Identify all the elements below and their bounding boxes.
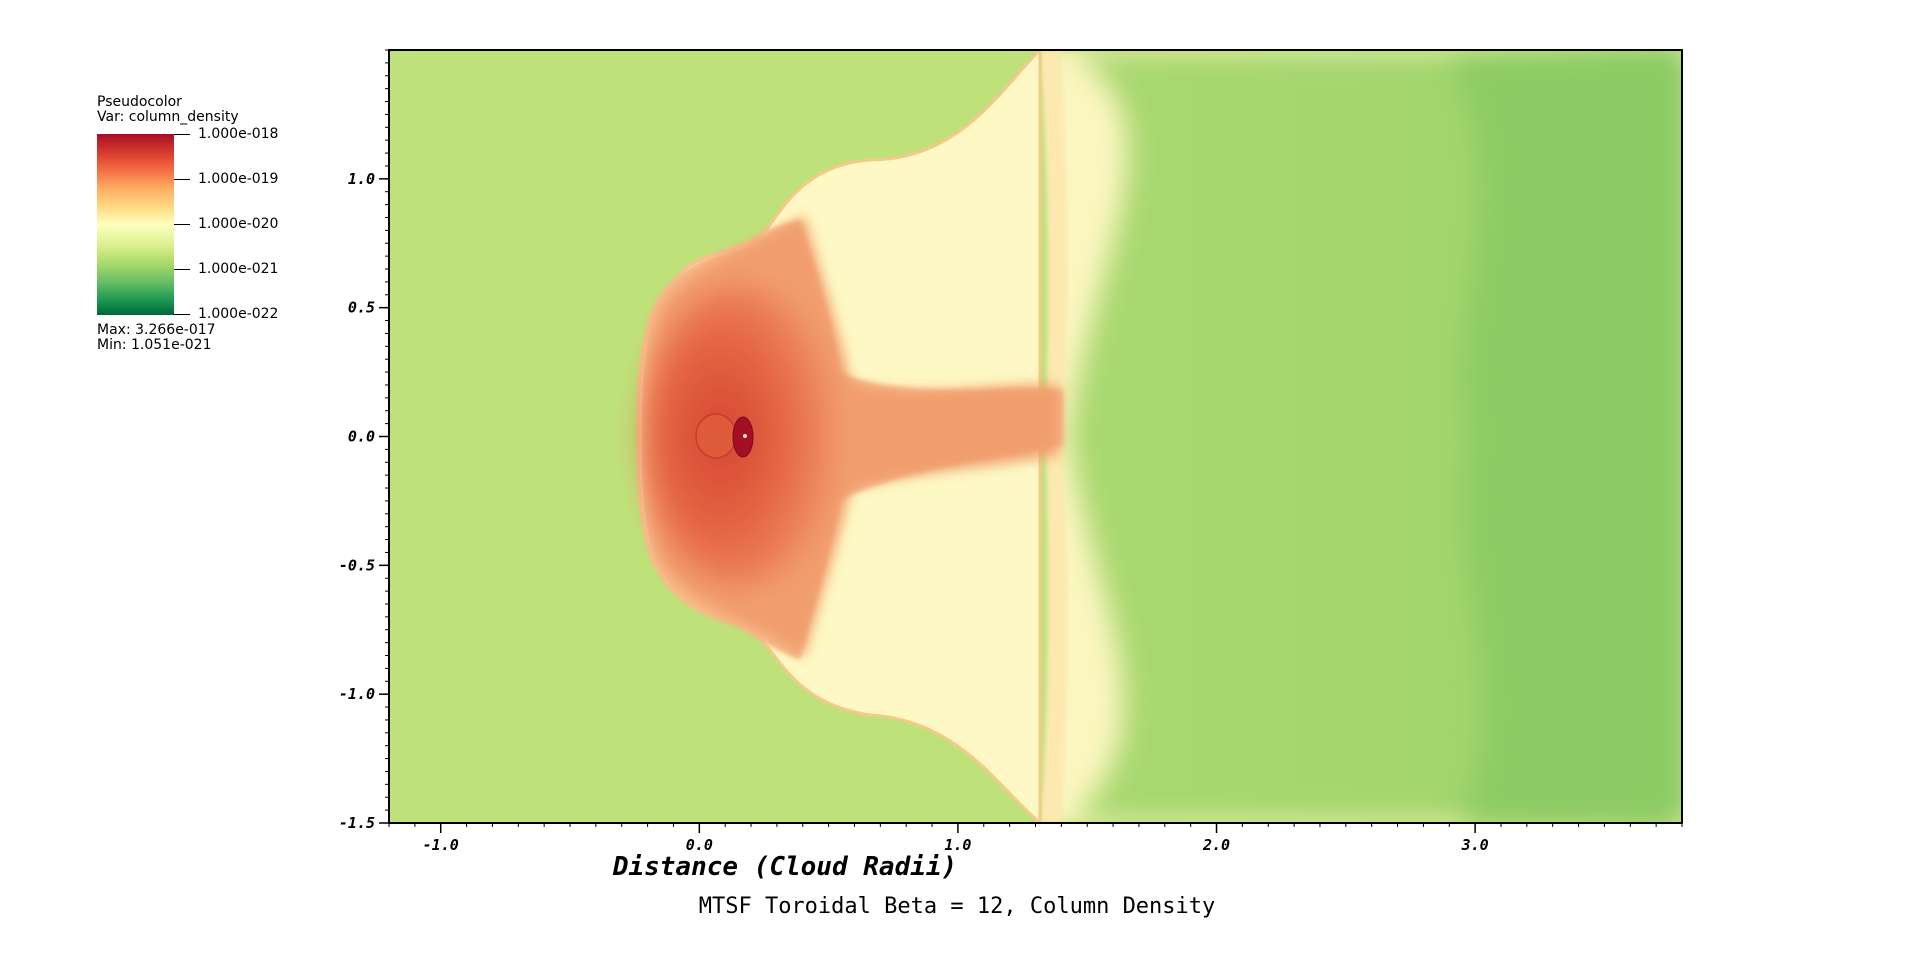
legend-colorbar <box>97 134 174 315</box>
y-tick-label: 1.0 <box>348 170 375 188</box>
color-legend: Pseudocolor Var: column_density 1.000e-0… <box>97 94 297 364</box>
clump-center <box>743 434 747 438</box>
column-density-field <box>389 50 1682 823</box>
dense-clump <box>732 416 754 458</box>
legend-max: Max: 3.266e-017 <box>97 322 216 338</box>
legend-tick-label: 1.000e-019 <box>198 171 279 187</box>
x-axis-label: Distance (Cloud Radii) <box>612 852 958 882</box>
y-tick-label: 0.5 <box>348 299 375 317</box>
chart-title: MTSF Toroidal Beta = 12, Column Density <box>698 894 1216 919</box>
x-axis: -1.0 0.0 1.0 2.0 3.0 <box>423 823 1489 854</box>
legend-tick <box>174 134 190 135</box>
y-axis: 1.0 0.5 0.0 -0.5 -1.0 -1.5 <box>339 170 389 832</box>
y-tick-label: 0.0 <box>348 428 375 446</box>
y-tick-label: -1.5 <box>339 814 375 832</box>
downstream-region <box>1450 50 1682 823</box>
y-axis-ticks <box>385 49 389 824</box>
x-tick-label: 0.0 <box>686 836 713 854</box>
legend-tick <box>174 224 190 225</box>
y-tick-label: -0.5 <box>339 556 375 574</box>
legend-plot-type: Pseudocolor <box>97 94 182 110</box>
legend-tick-label: 1.000e-018 <box>198 126 279 142</box>
x-tick-label: -1.0 <box>423 836 459 854</box>
legend-tick <box>174 179 190 180</box>
legend-tick-label: 1.000e-021 <box>198 261 279 277</box>
y-tick-label: -1.0 <box>339 685 375 703</box>
cloud-core <box>695 413 737 459</box>
legend-min: Min: 1.051e-021 <box>97 337 212 353</box>
legend-tick <box>174 269 190 270</box>
x-tick-label: 3.0 <box>1461 836 1489 854</box>
legend-tick-label: 1.000e-022 <box>198 306 279 322</box>
legend-tick <box>174 314 190 315</box>
legend-var-label: Var: column_density <box>97 109 239 125</box>
x-tick-label: 1.0 <box>944 836 971 854</box>
x-tick-label: 2.0 <box>1202 836 1230 854</box>
legend-tick-label: 1.000e-020 <box>198 216 279 232</box>
